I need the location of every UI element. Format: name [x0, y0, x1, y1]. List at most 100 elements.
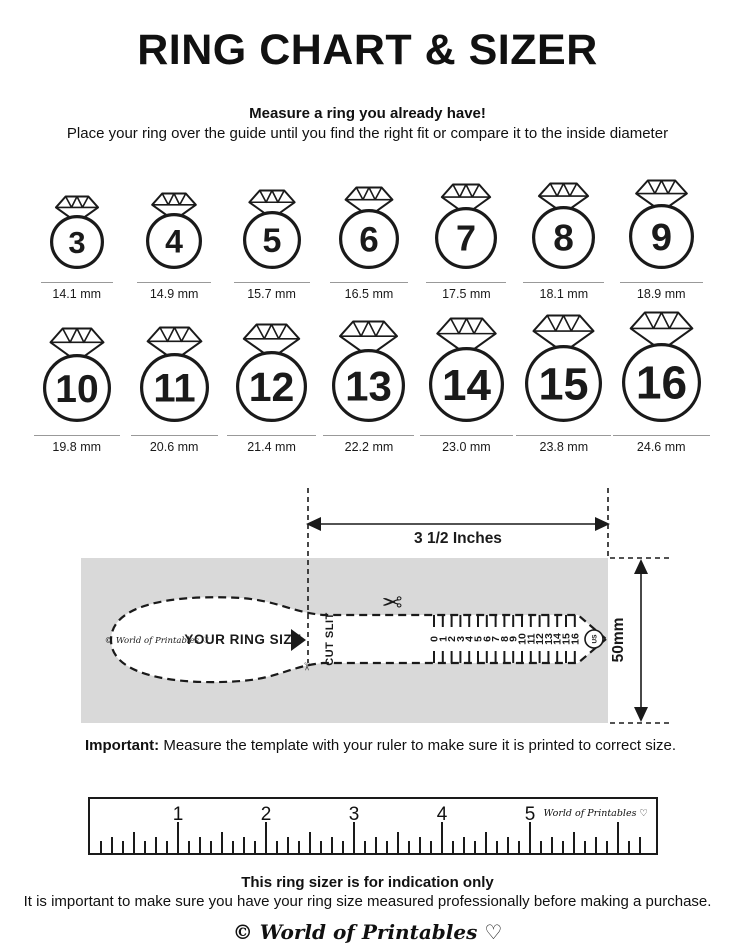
ruler-tick: [408, 841, 410, 853]
ruler-tick: [166, 841, 168, 853]
ring-underline: [130, 435, 218, 436]
ruler-tick: [595, 837, 597, 853]
us-badge-label: US: [591, 634, 598, 644]
ring-underline: [323, 435, 415, 436]
ring-underline: [516, 435, 612, 436]
ruler-tick: [617, 822, 619, 853]
scale-number: 10: [517, 633, 529, 645]
diamond-ring-icon: 3: [49, 195, 104, 269]
ring-diameter-label: 23.0 mm: [442, 440, 491, 454]
diamond-ring-icon: 12: [236, 323, 308, 423]
ring-underline: [523, 282, 605, 283]
ruler-tick: [210, 841, 212, 853]
footer: This ring sizer is for indication only I…: [0, 874, 735, 945]
scale-number: 12: [534, 633, 546, 645]
ruler-tick: [430, 841, 432, 853]
diamond-ring-icon: 6: [338, 186, 399, 269]
scale-number: 7: [490, 636, 502, 642]
ruler-tick: [540, 841, 542, 853]
ruler-tick: [419, 837, 421, 853]
ring-sizer-template-figure: 3 1/2 Inches ✂ © World of Printables ♡ Y…: [81, 488, 672, 724]
diamond-ring-icon: 14: [428, 317, 504, 423]
footer-disclaimer: It is important to make sure you have yo…: [23, 892, 712, 910]
diamond-ring-icon: 5: [242, 189, 301, 269]
ring-underline: [40, 282, 113, 283]
arrow-head-left-icon: [306, 517, 321, 531]
scale-number: 9: [508, 636, 520, 642]
ruler-tick: [518, 841, 520, 853]
arrow-head-up-icon: [634, 559, 648, 574]
ring-item: 9 18.9 mm: [613, 170, 710, 301]
diamond-ring-icon: 13: [332, 320, 406, 423]
ruler-tick: [111, 837, 113, 853]
ruler-tick: [122, 841, 124, 853]
scale-number: 6: [481, 636, 493, 642]
ring-size-number: 7: [456, 218, 476, 259]
ruler-tick: [639, 837, 641, 853]
diamond-ring-icon: 10: [42, 327, 111, 423]
ruler-tick: [287, 837, 289, 853]
ring-underline: [619, 282, 703, 283]
ring-size-number: 10: [55, 368, 98, 411]
diamond-ring-icon: 15: [525, 314, 603, 423]
ring-diameter-label: 21.4 mm: [247, 440, 296, 454]
ruler-tick: [298, 841, 300, 853]
ring-underline: [233, 282, 310, 283]
diamond-ring-icon: 7: [435, 183, 498, 269]
ring-diameter-label: 18.1 mm: [539, 287, 589, 301]
ruler-tick: [529, 822, 531, 853]
scale-number: 0: [429, 636, 441, 642]
ruler-tick: [155, 837, 157, 853]
ring-size-row-2: 10 19.8 mm 11 20.6 mm: [28, 303, 710, 454]
important-label: Important:: [85, 737, 160, 754]
template-brand-text: © World of Printables ♡: [105, 636, 210, 646]
ring-underline: [612, 435, 710, 436]
ruler-brand-text: World of Printables ♡: [543, 808, 649, 819]
ring-diameter-label: 14.9 mm: [149, 287, 199, 301]
ruler-tick: [309, 832, 311, 853]
ruler-tick: [221, 832, 223, 853]
ruler-inch-number: 5: [524, 804, 536, 825]
us-badge-circle: [584, 629, 604, 649]
ruler-tick: [331, 837, 333, 853]
scale-number: 8: [499, 636, 511, 642]
ring-item: 16 24.6 mm: [612, 303, 710, 454]
ruler-tick: [441, 822, 443, 853]
ring-underline: [426, 282, 507, 283]
ring-underline: [329, 282, 408, 283]
ruler-tick: [177, 822, 179, 853]
ring-diameter-label: 22.2 mm: [344, 440, 394, 454]
ring-size-row-1: 3 14.1 mm 4 14.9 mm: [28, 170, 710, 301]
ruler-tick: [507, 837, 509, 853]
ring-item: 7 17.5 mm: [418, 170, 515, 301]
diamond-ring-icon: 9: [628, 179, 694, 269]
cut-slit-label: CUT SLIT: [324, 612, 336, 666]
ruler-tick: [485, 832, 487, 853]
ring-diameter-label: 19.8 mm: [52, 440, 102, 454]
ring-item: 10 19.8 mm: [28, 303, 125, 454]
ruler-tick: [232, 841, 234, 853]
ruler-tick: [342, 841, 344, 853]
ruler-inch-number: 3: [348, 804, 360, 825]
ring-size-number: 5: [262, 222, 281, 260]
ring-size-number: 14: [442, 361, 491, 410]
ring-size-number: 8: [554, 217, 575, 258]
ring-item: 12 21.4 mm: [223, 303, 320, 454]
ruler-tick: [265, 822, 267, 853]
ring-item: 4 14.9 mm: [125, 170, 222, 301]
intro-block: Measure a ring you already have! Place y…: [0, 104, 735, 143]
ruler-tick: [474, 841, 476, 853]
ring-size-number: 3: [68, 225, 85, 260]
width-dimension-label: 3 1/2 Inches: [414, 530, 502, 547]
ruler-tick: [606, 841, 608, 853]
diamond-ring-icon: 16: [621, 311, 701, 423]
important-text: Measure the template with your ruler to …: [159, 737, 677, 754]
slit-scissors-icon: ✂: [300, 662, 312, 671]
ruler-tick: [375, 837, 377, 853]
your-ring-size-label: YOUR RING SIZE: [184, 632, 301, 647]
scale-number: 11: [525, 633, 537, 644]
sizer-cutout-outline: [109, 596, 608, 684]
ruler-tick: [320, 841, 322, 853]
